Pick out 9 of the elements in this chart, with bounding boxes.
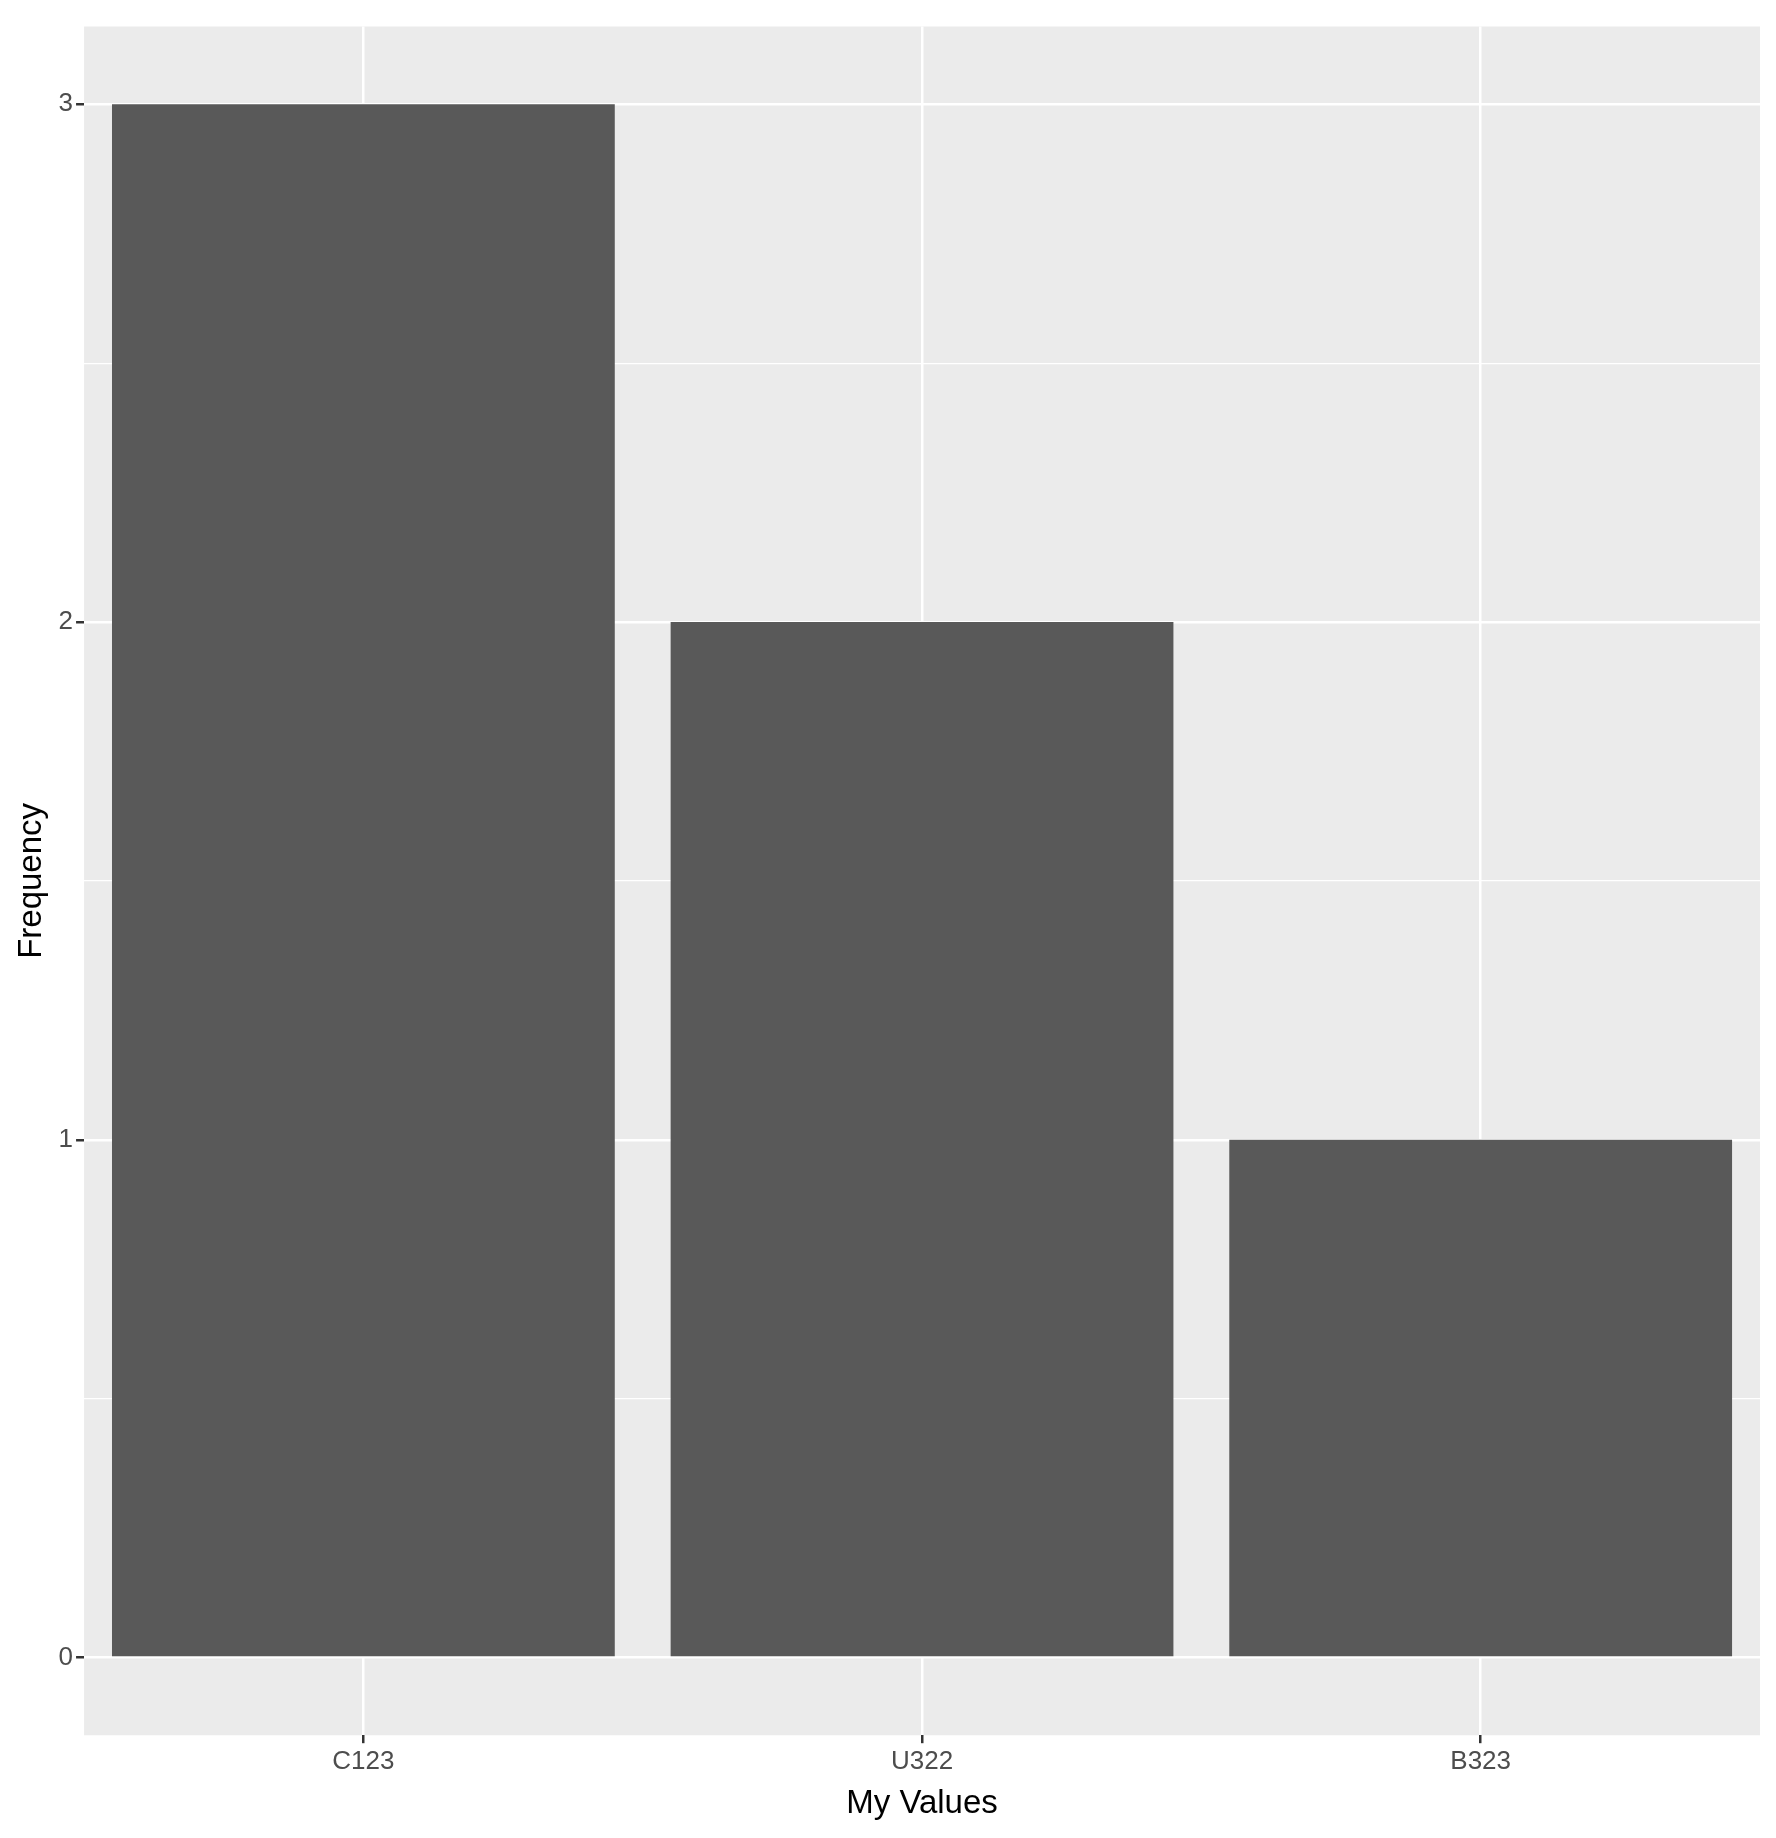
y-tick-label: 2	[58, 605, 74, 636]
x-tick-label: U322	[890, 1744, 954, 1775]
y-tick-label: 0	[58, 1640, 74, 1671]
y-axis-title: Frequency	[10, 802, 48, 959]
x-axis-title: My Values	[846, 1783, 998, 1821]
x-tick-label: B323	[1450, 1744, 1512, 1775]
x-tick-label: C123	[332, 1744, 395, 1775]
y-tick-label: 1	[58, 1122, 74, 1153]
y-tick-label: 3	[58, 87, 74, 118]
